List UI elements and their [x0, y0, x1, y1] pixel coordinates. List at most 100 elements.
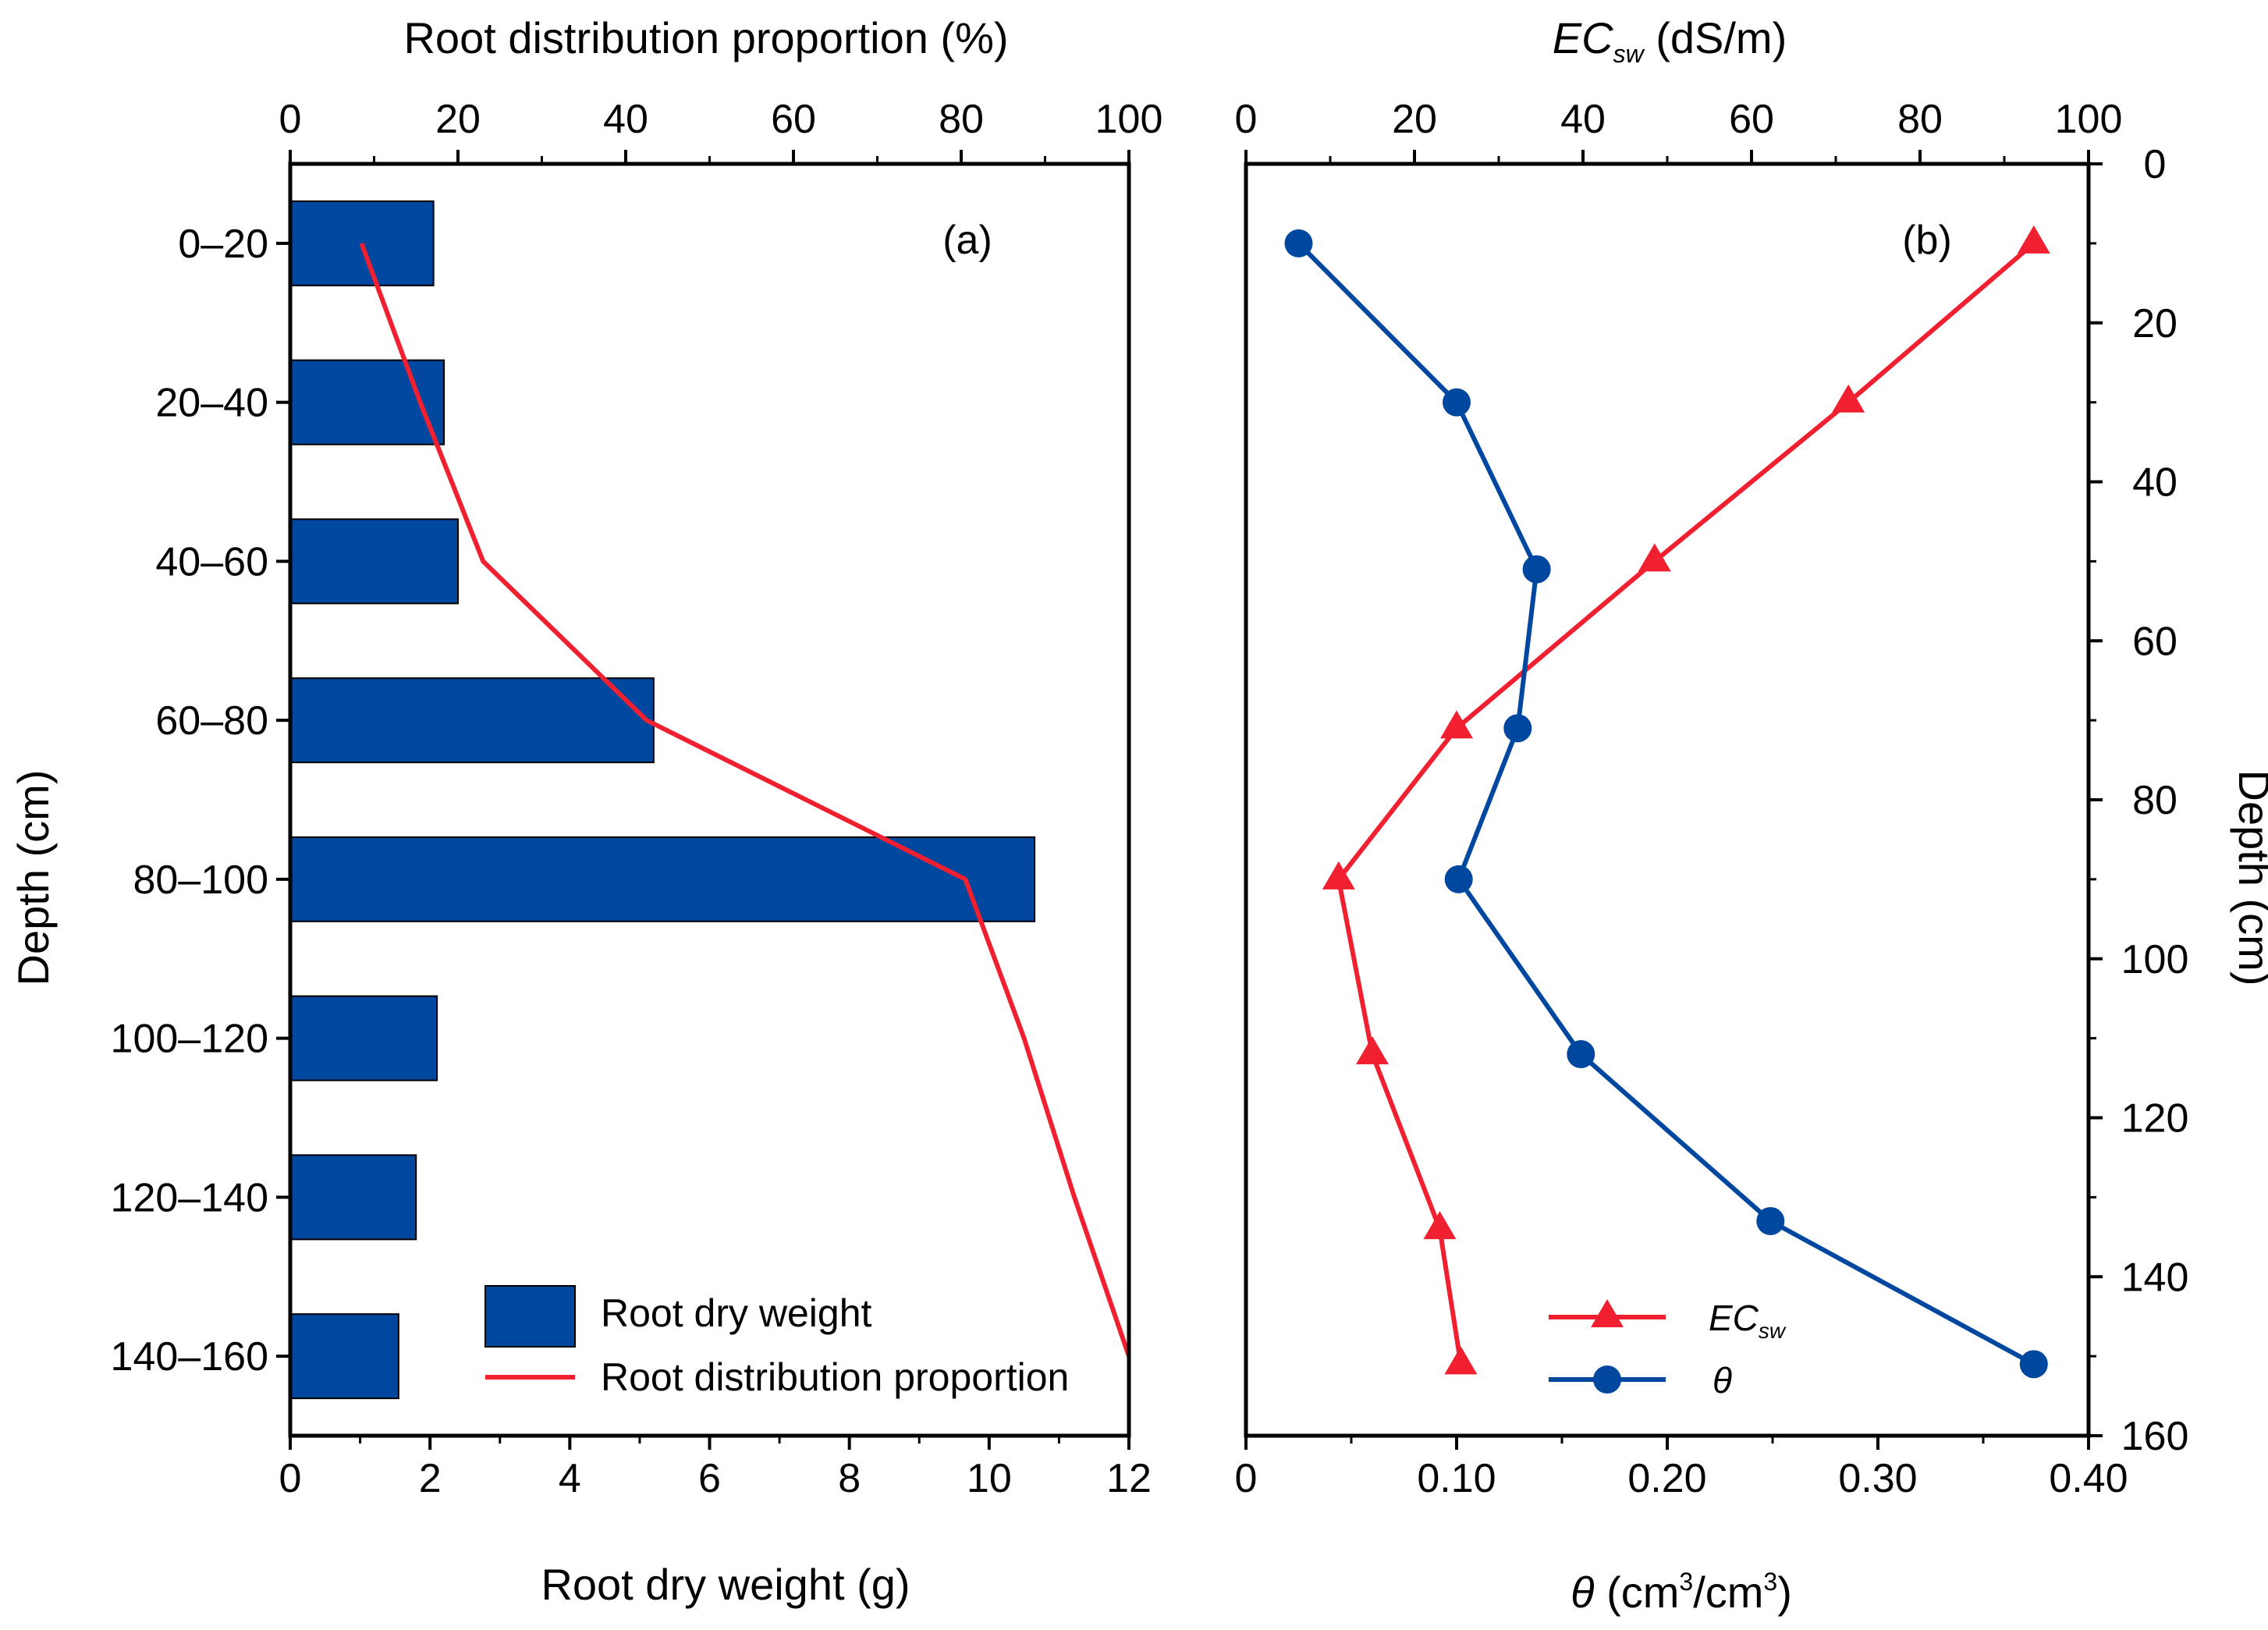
b-bottom-axis-title-sup-b: 3: [1763, 1568, 1777, 1596]
series-1-point-2: [1522, 555, 1551, 584]
a-ticks: 0–20 20–40 40–60 60–80 80–100 100–120 120–140 1…: [111, 97, 1163, 1501]
b-bottom-axis-title-sup-a: 3: [1679, 1568, 1693, 1596]
b-xtick-top-label-4: 80: [1897, 97, 1943, 142]
proportion-line: [359, 242, 1131, 1358]
series-1-point-7: [2019, 1350, 2048, 1379]
a-top-axis-title: Root distribution proportion (%): [403, 13, 1008, 62]
a-xtick-top-label-2: 40: [603, 97, 648, 142]
b-xtick-top-label-1: 20: [1392, 97, 1437, 142]
legend-theta-label: θ: [1713, 1360, 1732, 1401]
a-line: [359, 242, 1131, 1358]
b-bottom-axis-title-unit-b: /cm: [1693, 1568, 1763, 1617]
b-y-axis-title: Depth (cm): [2230, 770, 2268, 986]
legend-line-label: Root distribution proportion: [601, 1355, 1069, 1399]
b-top-axis-title: ECsw (dS/m): [1553, 13, 1787, 68]
bar-2: [289, 518, 459, 605]
a-ytick-label-2: 40–60: [155, 539, 268, 584]
a-xtick-bottom-label-1: 2: [419, 1456, 442, 1501]
b-xtick-bottom-label-1: 0.10: [1417, 1456, 1496, 1501]
legend-ec-triangle: [1591, 1299, 1624, 1327]
a-xtick-top-label-3: 60: [771, 97, 816, 142]
a-y-axis-title: Depth (cm): [9, 770, 58, 986]
b-ytick-label-2: 40: [2132, 460, 2177, 506]
a-xtick-bottom-label-5: 10: [967, 1456, 1012, 1501]
series-line-0: [1336, 241, 2036, 1365]
b-bottom-axis-title-unit-c: ): [1777, 1568, 1792, 1617]
series-1-point-1: [1443, 388, 1471, 417]
series-1-point-4: [1444, 865, 1473, 893]
a-bottom-axis-title: Root dry weight (g): [541, 1560, 910, 1609]
a-xtick-top-label-4: 80: [939, 97, 984, 142]
b-ytick-label-3: 60: [2132, 619, 2177, 664]
b-plot-frame: [1244, 162, 2091, 1438]
a-legend: Root dry weight Root distribution propor…: [484, 1285, 1069, 1399]
a-ytick-label-4: 80–100: [133, 858, 268, 903]
b-xtick-top-label-0: 0: [1235, 97, 1258, 142]
b-ytick-label-6: 120: [2121, 1096, 2189, 1142]
b-xtick-top-label-2: 40: [1560, 97, 1606, 142]
b-bottom-axis-title-main: θ: [1571, 1568, 1594, 1617]
a-xtick-bottom-label-4: 8: [838, 1456, 861, 1501]
series-0-point-2: [1638, 543, 1671, 572]
a-panel-label: (a): [942, 218, 992, 263]
a-xtick-top-label-1: 20: [435, 97, 481, 142]
series-1-point-6: [1756, 1206, 1785, 1235]
b-ytick-label-5: 100: [2121, 937, 2189, 982]
a-xtick-bottom-label-3: 6: [698, 1456, 721, 1501]
bar-5: [289, 995, 438, 1081]
a-xtick-bottom-label-2: 4: [559, 1456, 581, 1501]
b-ytick-label-0: 0: [2144, 142, 2167, 187]
a-ytick-label-5: 100–120: [111, 1017, 268, 1062]
b-xtick-bottom-label-3: 0.30: [1838, 1456, 1917, 1501]
a-plot-frame: [288, 162, 1131, 1438]
bar-6: [289, 1154, 417, 1241]
b-top-axis-title-sub: sw: [1613, 40, 1645, 68]
a-ytick-label-3: 60–80: [155, 698, 268, 744]
b-top-axis-title-main: EC: [1553, 13, 1613, 62]
a-xtick-top-label-5: 100: [1095, 97, 1163, 142]
b-xtick-bottom-label-2: 0.20: [1627, 1456, 1706, 1501]
legend-ec-label-main: EC: [1709, 1298, 1759, 1338]
b-bottom-axis-title-unit-a: (cm: [1595, 1568, 1680, 1617]
b-bottom-axis-title: θ (cm3/cm3): [1571, 1568, 1792, 1617]
a-xtick-bottom-label-0: 0: [279, 1456, 302, 1501]
a-xtick-top-label-0: 0: [279, 97, 302, 142]
panel-b: 0 20 40 60 80 100 120 140 160 0 20 40 60 80 100 0 0.10 0.…: [1235, 13, 2268, 1617]
series-0-point-6: [1423, 1211, 1457, 1240]
b-ytick-label-4: 80: [2132, 778, 2177, 823]
bar-3: [289, 677, 655, 764]
a-ytick-label-0: 0–20: [178, 222, 268, 267]
b-ticks: 0 20 40 60 80 100 120 140 160 0 20 40 60 80 100 0 0.10 0.…: [1235, 97, 2189, 1501]
legend-bar-swatch: [484, 1285, 576, 1348]
b-top-axis-title-unit: (dS/m): [1644, 13, 1787, 62]
series-line-1: [1297, 241, 2036, 1366]
legend-ec-label-sub: sw: [1759, 1319, 1787, 1343]
b-ytick-label-8: 160: [2121, 1414, 2189, 1459]
b-xtick-top-label-5: 100: [2055, 97, 2123, 142]
a-ytick-label-1: 20–40: [155, 381, 268, 426]
b-legend: ECsw θ: [1549, 1298, 1787, 1401]
b-xtick-bottom-label-4: 0.40: [2049, 1456, 2128, 1501]
b-ytick-label-7: 140: [2121, 1255, 2189, 1300]
legend-theta-circle: [1593, 1365, 1621, 1394]
series-0-point-1: [1832, 384, 1865, 413]
b-ytick-label-1: 20: [2132, 301, 2177, 346]
bar-7: [289, 1313, 399, 1400]
legend-bar-label: Root dry weight: [601, 1291, 871, 1335]
a-xtick-bottom-label-6: 12: [1106, 1456, 1152, 1501]
series-0-point-7: [1444, 1346, 1478, 1375]
series-1-point-0: [1284, 229, 1313, 257]
series-1-point-5: [1567, 1040, 1595, 1068]
b-panel-label: (b): [1902, 218, 1952, 263]
a-bars: [289, 200, 1036, 1400]
series-0-point-4: [1322, 861, 1355, 890]
bar-4: [289, 836, 1036, 922]
a-ytick-label-6: 120–140: [111, 1175, 268, 1220]
b-series: [1284, 225, 2050, 1379]
a-ytick-label-7: 140–160: [111, 1334, 268, 1380]
b-xtick-bottom-label-0: 0: [1235, 1456, 1258, 1501]
series-1-point-3: [1503, 714, 1532, 743]
panel-a: 0–20 20–40 40–60 60–80 80–100 100–120 120–140 1…: [9, 13, 1162, 1609]
legend-ec-label: ECsw: [1709, 1298, 1787, 1343]
